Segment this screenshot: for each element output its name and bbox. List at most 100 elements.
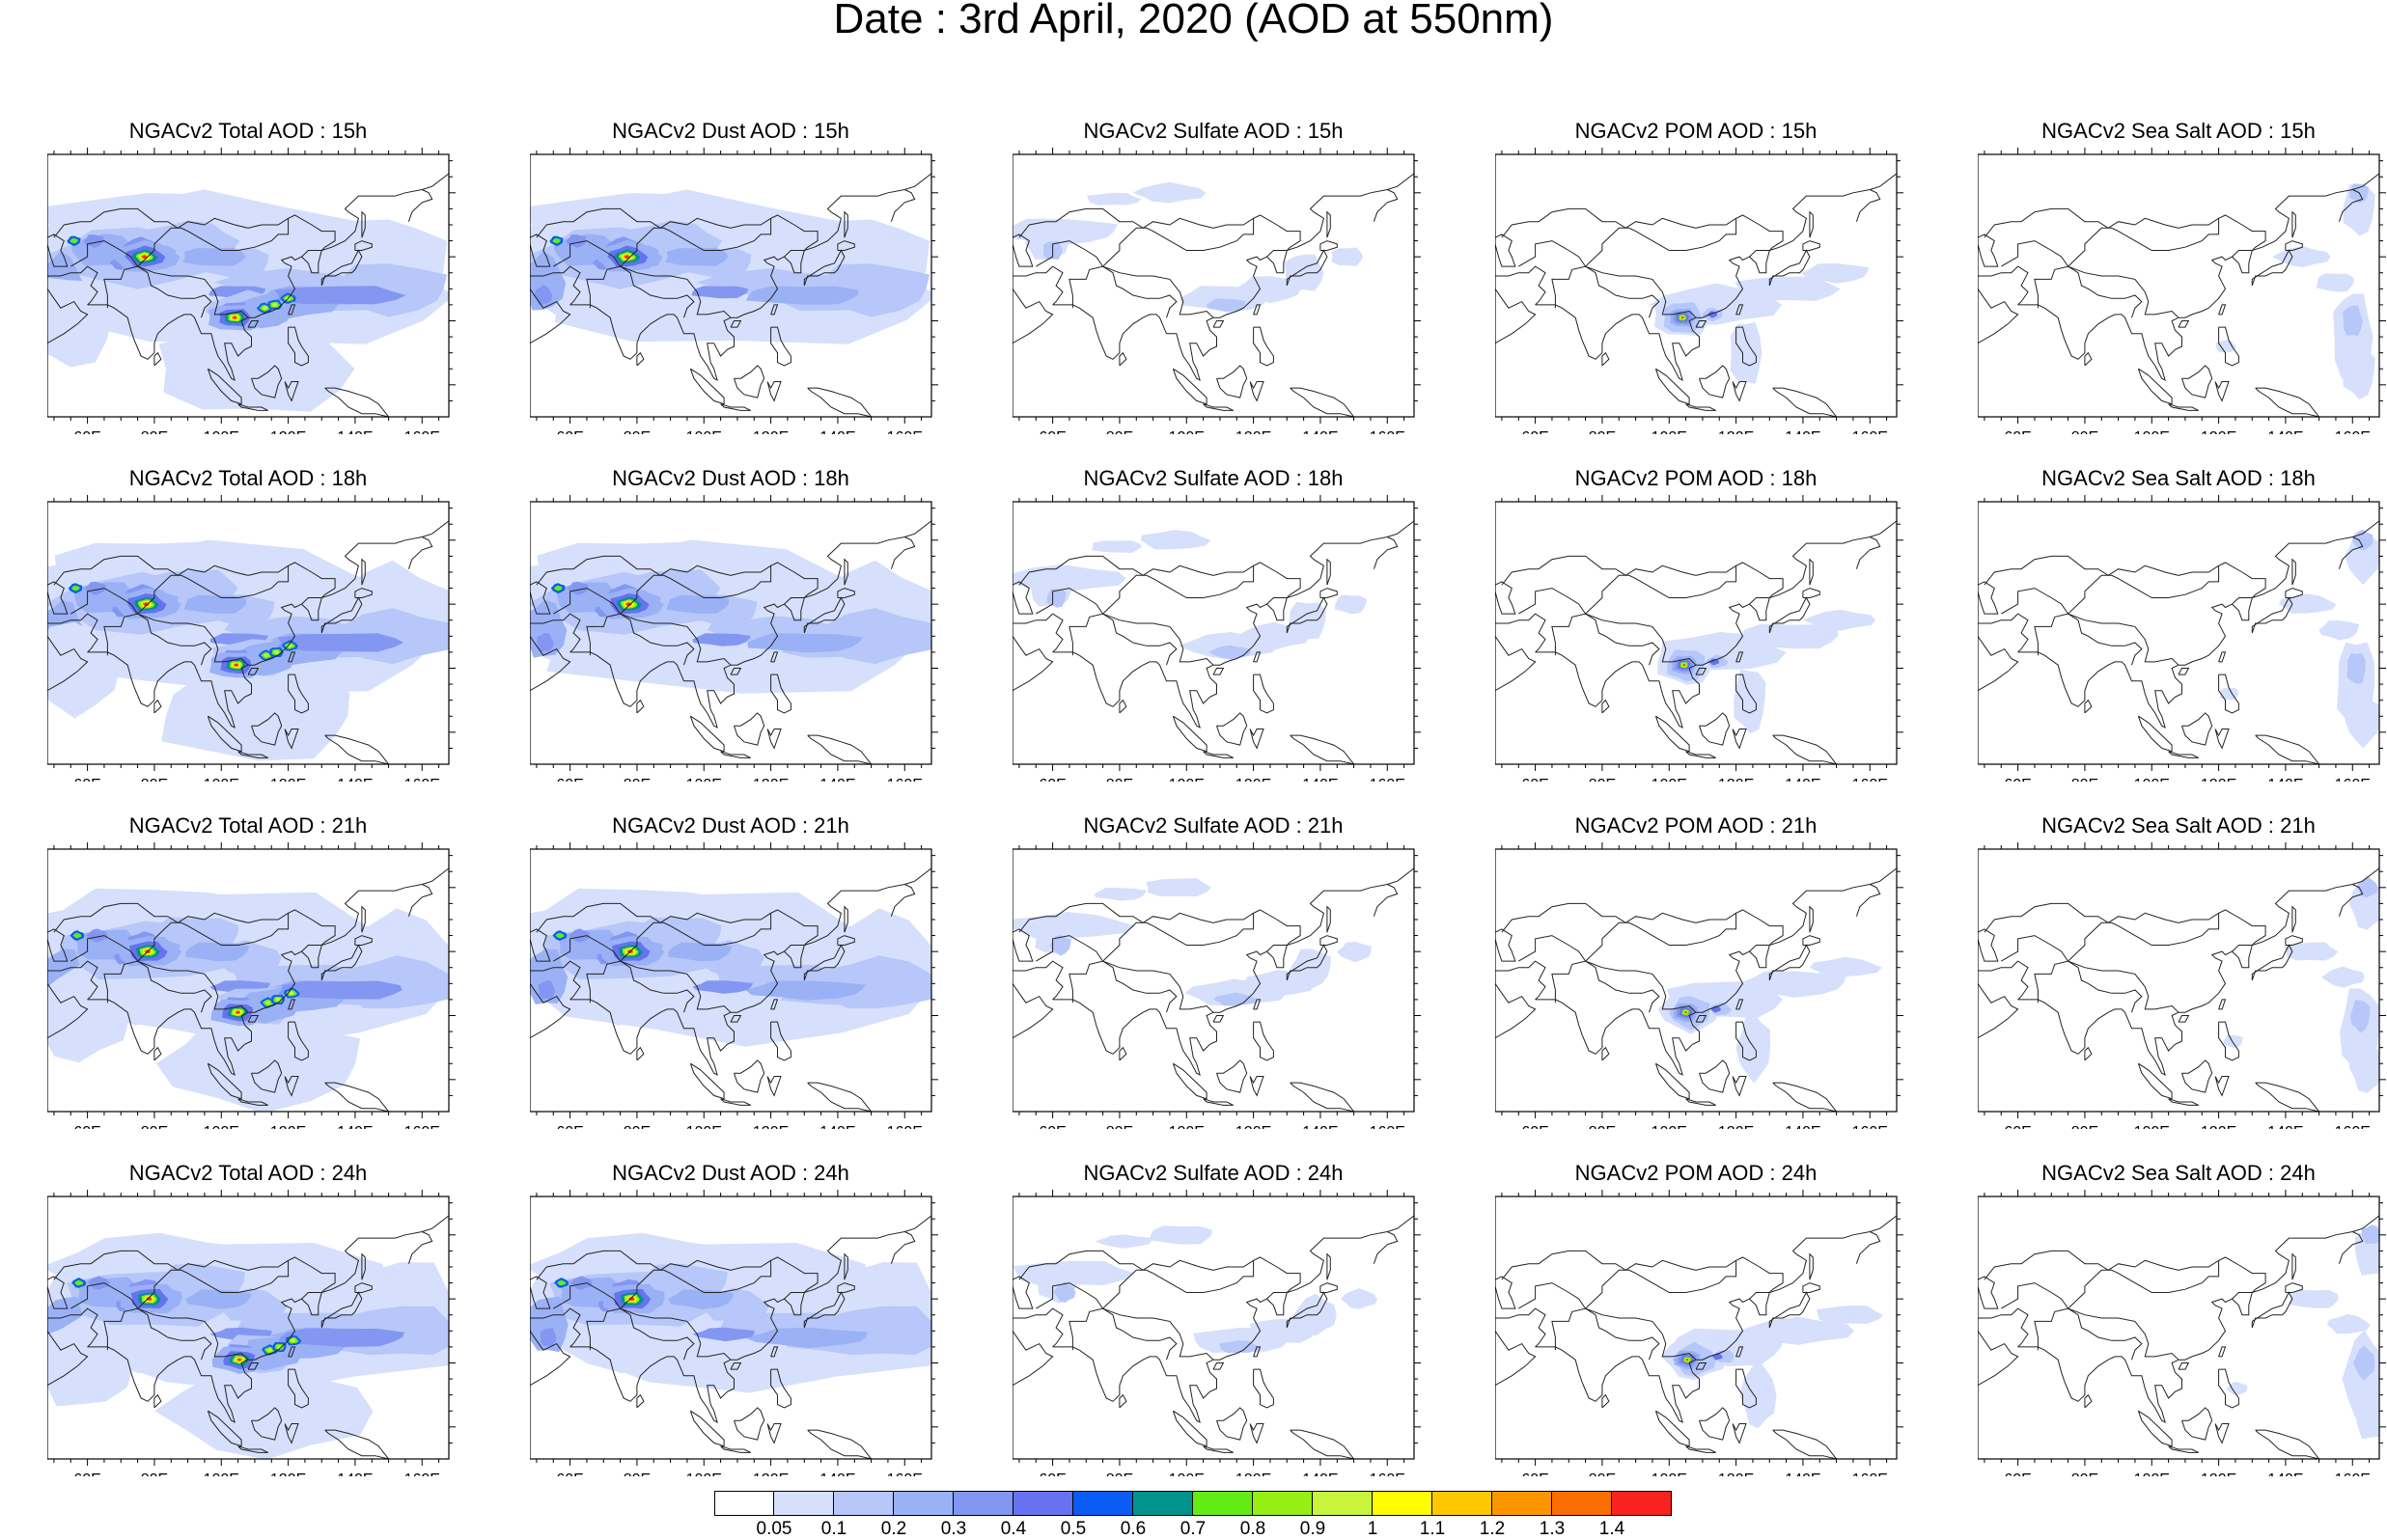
coastline-segment: [530, 1307, 581, 1348]
aod-contour: [1682, 664, 1686, 667]
coastline-segment: [536, 555, 771, 586]
coastline-segment: [2218, 651, 2227, 663]
coastline-segment: [1203, 1445, 1235, 1453]
coastline: [47, 867, 449, 1112]
coastline-segment: [247, 668, 260, 675]
map-panel: NGACv2 Sea Salt AOD : 24h 60E 80E 100E 120E 1…: [1978, 1071, 2387, 1476]
x-tick-label: 160E: [887, 1124, 923, 1129]
coastline-segment: [1735, 674, 1757, 714]
coastline-segment: [770, 1021, 791, 1061]
x-tick-label: 120E: [753, 1471, 789, 1476]
coastline-segment: [2285, 1282, 2303, 1293]
panel-title: NGACv2 Dust AOD : 15h: [612, 119, 849, 143]
aod-contour: [691, 286, 749, 299]
coastline-segment: [734, 1059, 765, 1093]
coastline-segment: [361, 210, 366, 238]
aod-contour: [2316, 273, 2354, 292]
aod-contour: [569, 1276, 593, 1290]
aod-contour: [86, 928, 108, 943]
x-tick-label: 140E: [1302, 1471, 1338, 1476]
coastline-segment: [1732, 1076, 1747, 1097]
coastline-segment: [1203, 751, 1235, 758]
aod-field: [1013, 502, 1414, 764]
coastline-segment: [153, 1046, 162, 1061]
coastline-segment: [2181, 365, 2213, 399]
coastline-segment: [569, 173, 931, 381]
coastline-segment: [1212, 320, 1225, 328]
coastline-segment: [1855, 884, 1881, 917]
x-tick-label: 120E: [270, 429, 306, 434]
x-tick-label: 140E: [819, 1471, 855, 1476]
coastline-segment: [1036, 214, 1301, 267]
coastline-segment: [137, 613, 249, 666]
coastline-segment: [844, 210, 848, 238]
aod-contour: [1802, 609, 1876, 631]
coastline-segment: [2214, 1076, 2230, 1097]
coastline-segment: [1732, 1423, 1747, 1444]
coastline-segment: [1501, 207, 1736, 238]
x-tick-label: 100E: [1651, 777, 1687, 782]
plot-frame: [1978, 501, 2380, 765]
x-tick-label: 120E: [1718, 777, 1754, 782]
coastline: [1495, 520, 1897, 764]
x-tick-label: 60E: [73, 1471, 100, 1476]
coastline-segment: [2251, 249, 2293, 287]
aod-contour: [2226, 1382, 2248, 1396]
coastline-segment: [2034, 613, 2143, 666]
coastline-segment: [87, 520, 449, 729]
coastline-segment: [1768, 596, 1811, 634]
aod-contour: [1738, 623, 1839, 649]
coastline-segment: [1319, 935, 1338, 946]
coastline-segment: [730, 668, 742, 675]
coastline-segment: [1266, 1292, 1288, 1300]
panel-title: NGACv2 POM AOD : 15h: [1574, 119, 1818, 143]
x-tick-label: 100E: [1169, 429, 1205, 434]
coastline-segment: [284, 1076, 299, 1097]
coastline-segment: [1013, 581, 1054, 692]
coastline-segment: [1585, 265, 1697, 318]
coastline-segment: [53, 207, 289, 238]
coastline-segment: [2218, 674, 2239, 714]
aod-contour: [87, 1276, 110, 1290]
aod-contour: [2326, 1313, 2371, 1334]
coastline: [47, 520, 449, 764]
panel-title: NGACv2 POM AOD : 21h: [1574, 813, 1818, 838]
aod-field: [47, 1196, 449, 1459]
coastline-segment: [569, 867, 931, 1076]
plot-frame: [1013, 153, 1415, 418]
x-tick-label: 160E: [1852, 1471, 1888, 1476]
coastline: [530, 867, 931, 1112]
coastline-segment: [569, 520, 931, 729]
coastline-segment: [586, 265, 695, 318]
coastline-segment: [324, 387, 390, 417]
coastline-segment: [620, 265, 732, 318]
map-plot: 60E80E100E120E140E160E60N40N20N0: [1495, 842, 1903, 1129]
coastline-segment: [2291, 558, 2296, 586]
aod-contour: [236, 1011, 239, 1014]
coastline-segment: [1768, 249, 1811, 287]
aod-contour: [1087, 192, 1142, 206]
x-tick-label: 140E: [337, 1124, 373, 1129]
coastline-segment: [2178, 668, 2190, 675]
aod-contour: [540, 1328, 557, 1347]
aod-field: [530, 154, 931, 417]
aod-contour: [1331, 247, 1364, 266]
x-tick-label: 160E: [1852, 429, 1888, 434]
coastline-segment: [1119, 699, 1127, 714]
coastline-segment: [1501, 902, 1736, 933]
coastline-segment: [1249, 1423, 1264, 1444]
aod-contour: [155, 1019, 361, 1112]
aod-contour: [182, 247, 246, 266]
aod-contour: [1284, 254, 1324, 291]
coastline-segment: [47, 581, 89, 692]
coastline-segment: [2218, 304, 2227, 316]
coastline-segment: [2251, 596, 2293, 634]
coastline-segment: [770, 1346, 779, 1358]
coastline-segment: [1290, 1082, 1355, 1112]
x-tick-label: 120E: [1235, 777, 1271, 782]
aod-contour: [1207, 645, 1252, 660]
coastline-segment: [1253, 1021, 1274, 1061]
coastline-segment: [1735, 1021, 1757, 1061]
coastline-segment: [354, 1282, 373, 1293]
coastline-segment: [553, 909, 819, 962]
